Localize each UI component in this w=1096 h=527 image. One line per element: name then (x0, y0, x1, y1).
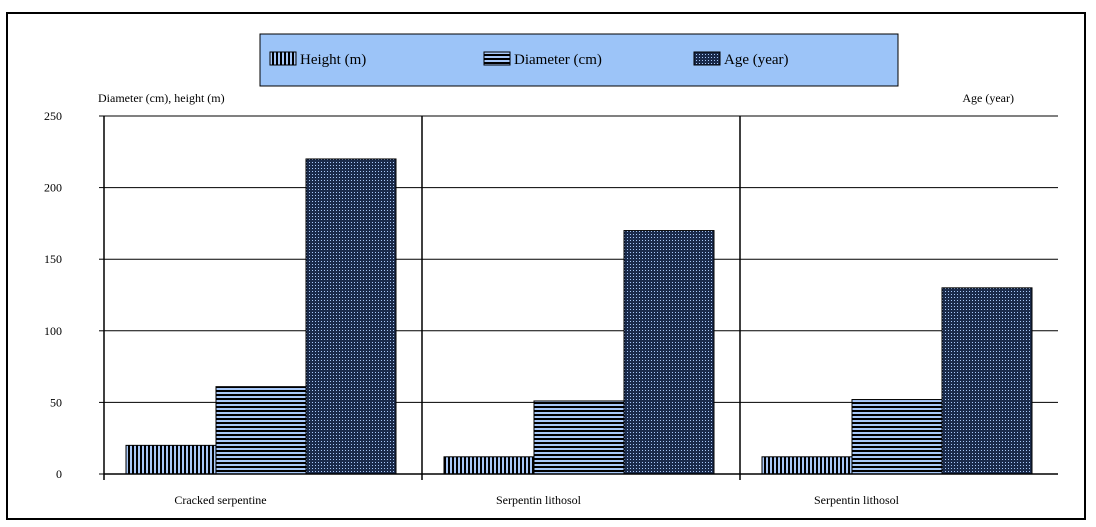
x-tick-labels: Cracked serpentine Serpentin lithosol Serp… (174, 493, 899, 507)
y-tick-label: 100 (44, 324, 62, 338)
bars (125, 158, 1033, 475)
legend-swatch (693, 51, 721, 66)
chart-frame: Height (m) Diameter (cm) Age (year) Diamet… (6, 12, 1086, 520)
x-tick-label: Cracked serpentine (174, 493, 266, 507)
x-tick-label: Serpentin lithosol (814, 493, 900, 507)
bar-vertical-stripes-0 (125, 444, 217, 475)
legend-label: Age (year) (724, 52, 789, 68)
legend-swatch (269, 51, 297, 66)
y-tick-label: 50 (50, 395, 62, 409)
x-tick-label: Serpentin lithosol (496, 493, 582, 507)
y-axis-label-left: Diameter (cm), height (m) (98, 91, 225, 105)
bar-horizontal-stripes-0 (215, 386, 307, 475)
y-tick-label: 250 (44, 109, 62, 123)
y-tick-label: 0 (56, 467, 62, 481)
y-tick-label: 150 (44, 252, 62, 266)
bar-dots-2 (941, 287, 1033, 475)
bar-vertical-stripes-1 (443, 456, 535, 475)
bar-dots-0 (305, 158, 397, 475)
chart: Height (m) Diameter (cm) Age (year) Diamet… (44, 33, 1058, 507)
bar-horizontal-stripes-1 (533, 400, 625, 475)
legend-label: Diameter (cm) (514, 52, 602, 68)
y-tick-label: 200 (44, 181, 62, 195)
bar-dots-1 (623, 230, 715, 475)
bar-horizontal-stripes-2 (851, 399, 943, 475)
legend-swatch (483, 51, 511, 66)
axes (99, 115, 1058, 480)
legend-label: Height (m) (300, 52, 366, 68)
legend: Height (m) Diameter (cm) Age (year) (259, 33, 899, 87)
y-tick-labels: 0 50 100 150 200 250 (44, 109, 62, 481)
y-axis-label-right: Age (year) (962, 91, 1014, 105)
legend-box (259, 33, 899, 87)
gridlines (104, 115, 1058, 403)
bar-vertical-stripes-2 (761, 456, 853, 475)
